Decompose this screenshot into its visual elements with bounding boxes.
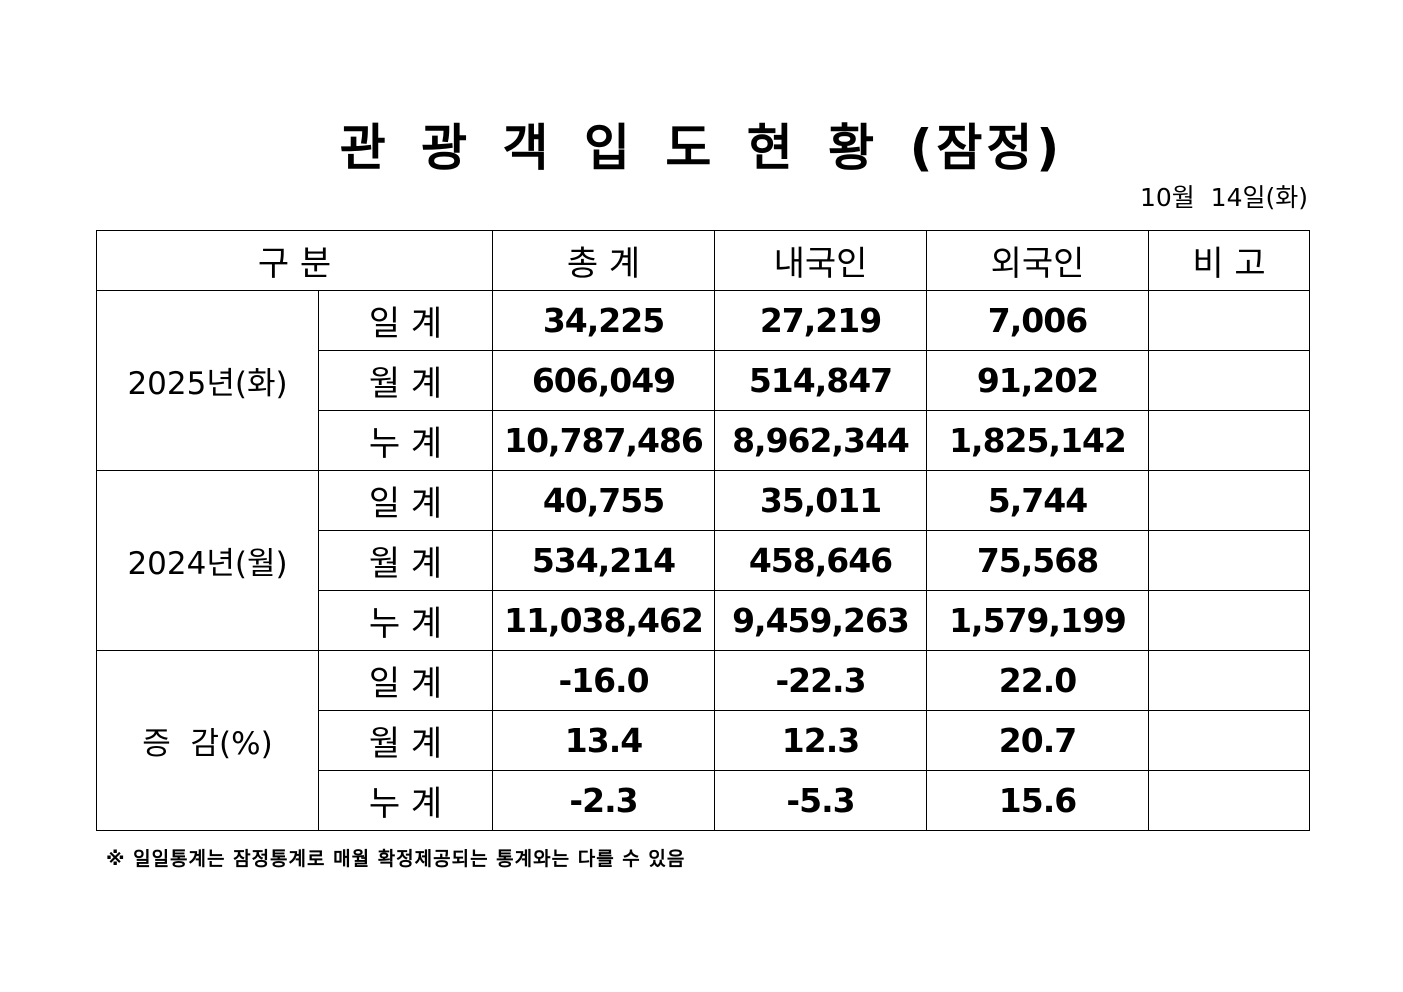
header-category: 구 분 [96, 230, 493, 291]
row-label-monthly: 월 계 [318, 350, 493, 411]
group-label-2024: 2024년(월) [96, 470, 319, 651]
group-label-2025: 2025년(화) [96, 290, 319, 471]
row-label-daily: 일 계 [318, 290, 493, 351]
row-label-cumulative: 누 계 [318, 770, 493, 831]
row-label-daily: 일 계 [318, 470, 493, 531]
cell-total: 606,049 [492, 350, 715, 411]
report-date: 10월 14일(화) [1139, 183, 1308, 212]
cell-remarks [1148, 350, 1310, 411]
cell-remarks [1148, 470, 1310, 531]
cell-remarks [1148, 710, 1310, 771]
cell-foreign: 20.7 [926, 710, 1149, 771]
cell-foreign: 15.6 [926, 770, 1149, 831]
cell-foreign: 75,568 [926, 530, 1149, 591]
table-header-row: 구 분 총 계 내국인 외국인 비 고 [96, 230, 1310, 291]
group-label-change: 증 감(%) [96, 650, 319, 831]
table-row: 월 계 13.4 12.3 20.7 [97, 710, 1310, 771]
cell-foreign: 7,006 [926, 290, 1149, 351]
cell-total: 34,225 [492, 290, 715, 351]
cell-domestic: -5.3 [714, 770, 927, 831]
cell-total: 10,787,486 [492, 410, 715, 471]
cell-domestic: 8,962,344 [714, 410, 927, 471]
table-row: 2025년(화) 일 계 34,225 27,219 7,006 [96, 290, 1310, 471]
header-domestic: 내국인 [714, 230, 927, 291]
cell-foreign: 1,579,199 [926, 590, 1149, 651]
row-label-cumulative: 누 계 [318, 410, 493, 471]
cell-total: 40,755 [492, 470, 715, 531]
tourist-arrivals-table: 구 분 총 계 내국인 외국인 비 고 2025년(화) 일 계 34,225 … [96, 230, 1310, 831]
cell-total: 13.4 [492, 710, 715, 771]
table-row: 누 계 -2.3 -5.3 15.6 [97, 770, 1310, 831]
table-row: 증 감(%) 일 계 -16.0 -22.3 22.0 [96, 650, 1310, 831]
cell-remarks [1148, 650, 1310, 711]
cell-total: -2.3 [492, 770, 715, 831]
cell-remarks [1148, 590, 1310, 651]
cell-foreign: 91,202 [926, 350, 1149, 411]
cell-foreign: 1,825,142 [926, 410, 1149, 471]
cell-total: 11,038,462 [492, 590, 715, 651]
header-total: 총 계 [492, 230, 715, 291]
cell-remarks [1148, 410, 1310, 471]
table-row: 2024년(월) 일 계 40,755 35,011 5,744 [96, 470, 1310, 651]
table-row: 누 계 11,038,462 9,459,263 1,579,199 [97, 590, 1310, 651]
footnote: ※ 일일통계는 잠정통계로 매월 확정제공되는 통계와는 다를 수 있음 [106, 848, 686, 870]
header-remarks: 비 고 [1148, 230, 1310, 291]
table-row: 월 계 534,214 458,646 75,568 [97, 530, 1310, 591]
cell-remarks [1148, 530, 1310, 591]
cell-total: -16.0 [492, 650, 715, 711]
cell-remarks [1148, 770, 1310, 831]
cell-domestic: 9,459,263 [714, 590, 927, 651]
table-row: 누 계 10,787,486 8,962,344 1,825,142 [97, 410, 1310, 471]
row-label-daily: 일 계 [318, 650, 493, 711]
cell-domestic: -22.3 [714, 650, 927, 711]
header-foreign: 외국인 [926, 230, 1149, 291]
row-label-cumulative: 누 계 [318, 590, 493, 651]
row-label-monthly: 월 계 [318, 530, 493, 591]
cell-domestic: 514,847 [714, 350, 927, 411]
cell-domestic: 27,219 [714, 290, 927, 351]
row-label-monthly: 월 계 [318, 710, 493, 771]
cell-domestic: 35,011 [714, 470, 927, 531]
cell-foreign: 22.0 [926, 650, 1149, 711]
cell-domestic: 12.3 [714, 710, 927, 771]
cell-remarks [1148, 290, 1310, 351]
cell-foreign: 5,744 [926, 470, 1149, 531]
page-title: 관 광 객 입 도 현 황 (잠정) [339, 119, 1064, 177]
cell-total: 534,214 [492, 530, 715, 591]
cell-domestic: 458,646 [714, 530, 927, 591]
